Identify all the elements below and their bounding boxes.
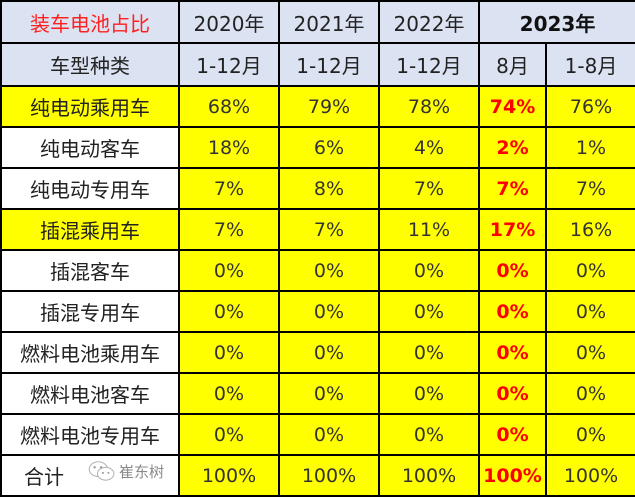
- table-title: 装车电池占比: [0, 0, 180, 44]
- table-row: 插混客车 0% 0% 0% 0% 0%: [0, 249, 635, 292]
- header-row-years: 装车电池占比 2020年 2021年 2022年 2023年: [0, 0, 635, 44]
- row-label: 燃料电池乘用车: [0, 331, 180, 374]
- value-cell: 0%: [378, 290, 480, 333]
- period-2023-aug: 8月: [478, 42, 547, 87]
- value-cell: 100%: [278, 454, 380, 497]
- year-2020: 2020年: [178, 0, 280, 44]
- header-row-periods: 车型种类 1-12月 1-12月 1-12月 8月 1-8月: [0, 42, 635, 87]
- value-cell: 76%: [544, 85, 635, 128]
- value-cell: 0%: [478, 372, 547, 415]
- value-cell: 7%: [544, 167, 635, 210]
- year-2021: 2021年: [278, 0, 380, 44]
- value-cell: 79%: [278, 85, 380, 128]
- value-cell: 0%: [544, 249, 635, 292]
- value-cell: 18%: [178, 126, 280, 169]
- value-cell: 100%: [544, 454, 635, 497]
- value-cell: 7%: [178, 167, 280, 210]
- value-cell: 0%: [378, 413, 480, 456]
- value-cell: 0%: [544, 372, 635, 415]
- value-cell: 0%: [378, 249, 480, 292]
- value-cell: 7%: [178, 208, 280, 251]
- value-cell: 1%: [544, 126, 635, 169]
- value-cell: 2%: [478, 126, 547, 169]
- year-2023: 2023年: [477, 0, 635, 44]
- value-cell: 0%: [178, 331, 280, 374]
- value-cell: 7%: [278, 208, 380, 251]
- value-cell: 68%: [178, 85, 280, 128]
- period-2023-jan-aug: 1-8月: [544, 42, 635, 87]
- value-cell: 0%: [178, 413, 280, 456]
- wechat-icon: [88, 461, 115, 481]
- table-row: 纯电动乘用车 68% 79% 78% 74% 76%: [0, 85, 635, 128]
- value-cell: 0%: [178, 372, 280, 415]
- value-cell: 100%: [478, 454, 547, 497]
- period-2022: 1-12月: [378, 42, 480, 87]
- value-cell: 7%: [478, 167, 547, 210]
- value-cell: 0%: [178, 249, 280, 292]
- value-cell: 0%: [278, 290, 380, 333]
- value-cell: 0%: [178, 290, 280, 333]
- value-cell: 0%: [278, 331, 380, 374]
- period-2020: 1-12月: [178, 42, 280, 87]
- value-cell: 0%: [478, 331, 547, 374]
- row-label: 纯电动专用车: [0, 167, 180, 210]
- row-label: 纯电动乘用车: [0, 85, 180, 128]
- value-cell: 78%: [378, 85, 480, 128]
- value-cell: 7%: [378, 167, 480, 210]
- row-label: 燃料电池专用车: [0, 413, 180, 456]
- row-label: 插混客车: [0, 249, 180, 292]
- value-cell: 0%: [378, 331, 480, 374]
- watermark: 崔东树: [88, 460, 164, 482]
- table-row: 插混乘用车 7% 7% 11% 17% 16%: [0, 208, 635, 251]
- value-cell: 0%: [544, 290, 635, 333]
- row-label: 燃料电池客车: [0, 372, 180, 415]
- year-2022: 2022年: [378, 0, 480, 44]
- value-cell: 0%: [544, 331, 635, 374]
- period-2021: 1-12月: [278, 42, 380, 87]
- value-cell: 8%: [278, 167, 380, 210]
- value-cell: 0%: [278, 372, 380, 415]
- row-label: 合计: [0, 454, 180, 497]
- value-cell: 0%: [478, 290, 547, 333]
- row-label: 插混专用车: [0, 290, 180, 333]
- value-cell: 11%: [378, 208, 480, 251]
- value-cell: 100%: [178, 454, 280, 497]
- value-cell: 16%: [544, 208, 635, 251]
- table-row: 合计 100% 100% 100% 100% 100%: [0, 454, 635, 497]
- value-cell: 17%: [478, 208, 547, 251]
- value-cell: 0%: [478, 249, 547, 292]
- table-row: 纯电动专用车 7% 8% 7% 7% 7%: [0, 167, 635, 210]
- table-row: 燃料电池专用车 0% 0% 0% 0% 0%: [0, 413, 635, 456]
- watermark-text: 崔东树: [119, 462, 165, 481]
- table-row: 插混专用车 0% 0% 0% 0% 0%: [0, 290, 635, 333]
- value-cell: 0%: [544, 413, 635, 456]
- value-cell: 0%: [278, 249, 380, 292]
- value-cell: 0%: [478, 413, 547, 456]
- row-label: 插混乘用车: [0, 208, 180, 251]
- table-row: 燃料电池客车 0% 0% 0% 0% 0%: [0, 372, 635, 415]
- row-label: 纯电动客车: [0, 126, 180, 169]
- value-cell: 100%: [378, 454, 480, 497]
- value-cell: 4%: [378, 126, 480, 169]
- table-row: 燃料电池乘用车 0% 0% 0% 0% 0%: [0, 331, 635, 374]
- value-cell: 74%: [478, 85, 547, 128]
- type-label: 车型种类: [0, 42, 180, 87]
- value-cell: 0%: [378, 372, 480, 415]
- table-row: 纯电动客车 18% 6% 4% 2% 1%: [0, 126, 635, 169]
- value-cell: 6%: [278, 126, 380, 169]
- value-cell: 0%: [278, 413, 380, 456]
